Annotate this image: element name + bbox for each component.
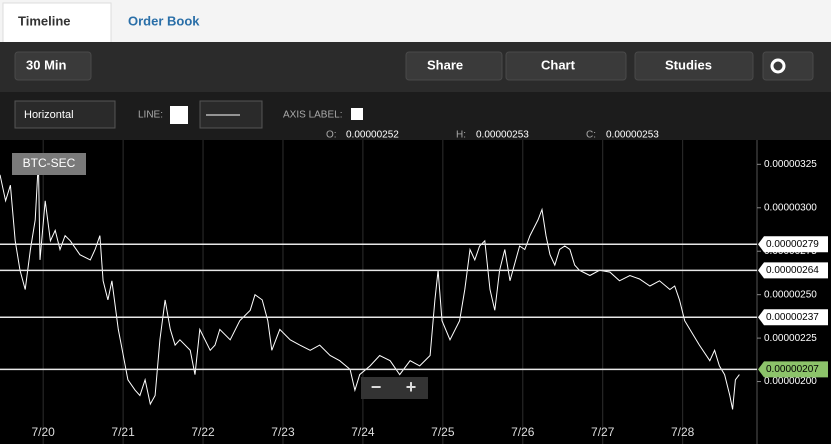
drawing-toolbar bbox=[0, 92, 831, 140]
ohlc-value: 0.00000253 bbox=[476, 130, 529, 141]
mode-select[interactable] bbox=[14, 100, 116, 129]
zoom-out[interactable]: − bbox=[371, 377, 382, 397]
x-tick-label: 7/26 bbox=[511, 425, 535, 439]
tab-active[interactable] bbox=[2, 2, 112, 44]
interval-button[interactable] bbox=[14, 51, 92, 81]
ohlc-value: 0.00000252 bbox=[346, 130, 399, 141]
plot: 7/20 7/21 7/22 7/23 7/24 7/25 7/26 7/27 7/28 0.00… bbox=[0, 140, 828, 444]
ohlc-label: O: bbox=[326, 130, 337, 141]
price-tag bbox=[758, 236, 828, 253]
title-box bbox=[12, 153, 86, 175]
x-tick-label: 7/21 bbox=[111, 425, 135, 439]
x-tick-label: 7/25 bbox=[431, 425, 455, 439]
ohlc-label: H: bbox=[456, 130, 466, 141]
x-tick-label: 7/28 bbox=[671, 425, 695, 439]
zoom-in[interactable]: + bbox=[406, 377, 417, 397]
x-tick-label: 7/27 bbox=[591, 425, 615, 439]
y-tick-label: 0.00000225 bbox=[764, 333, 817, 344]
button-label: Share bbox=[427, 57, 463, 72]
price-tag-label: 0.00000207 bbox=[766, 364, 819, 375]
y-tick-label: 0.00000250 bbox=[764, 289, 817, 300]
y-tick-label: 0.00000200 bbox=[764, 376, 817, 387]
gear-icon bbox=[770, 58, 786, 74]
chart-title: BTC-SEC bbox=[23, 156, 76, 170]
line-label: LINE: bbox=[138, 110, 163, 121]
ohlc-label: C: bbox=[586, 130, 596, 141]
price-tag-label: 0.00000264 bbox=[766, 265, 819, 276]
studies-button[interactable] bbox=[634, 51, 754, 81]
ohlc: O: 0.00000252 H: 0.00000253 C: 0.00000253 bbox=[326, 130, 659, 141]
zoom-box bbox=[361, 377, 428, 399]
tab-bar bbox=[0, 0, 831, 42]
tab[interactable]: Order Book bbox=[128, 13, 200, 28]
button-label: 30 Min bbox=[26, 57, 67, 72]
y-tick-label: 0.00000325 bbox=[764, 159, 817, 170]
price-tag-label: 0.00000237 bbox=[766, 312, 819, 323]
price-tag bbox=[758, 262, 828, 279]
x-tick-label: 7/23 bbox=[271, 425, 295, 439]
price-line bbox=[0, 160, 740, 410]
price-tag bbox=[758, 361, 828, 378]
ohlc-value: 0.00000253 bbox=[606, 130, 659, 141]
x-tick-label: 7/20 bbox=[31, 425, 55, 439]
share-button[interactable] bbox=[405, 51, 503, 81]
price-tag-label: 0.00000279 bbox=[766, 239, 819, 250]
price-tag bbox=[758, 309, 828, 326]
y-tick-label: 0.00000300 bbox=[764, 202, 817, 213]
button-label: Chart bbox=[541, 57, 576, 72]
x-tick-label: 7/22 bbox=[191, 425, 215, 439]
x-tick-label: 7/24 bbox=[351, 425, 375, 439]
axis-label-checkbox[interactable] bbox=[351, 108, 363, 120]
button-label: Studies bbox=[665, 57, 712, 72]
mode-label: Horizontal bbox=[24, 109, 74, 121]
chart-button[interactable] bbox=[505, 51, 627, 81]
axis-label-label: AXIS LABEL: bbox=[283, 110, 342, 121]
line-color[interactable] bbox=[170, 106, 188, 124]
tab[interactable]: Timeline bbox=[18, 13, 71, 28]
